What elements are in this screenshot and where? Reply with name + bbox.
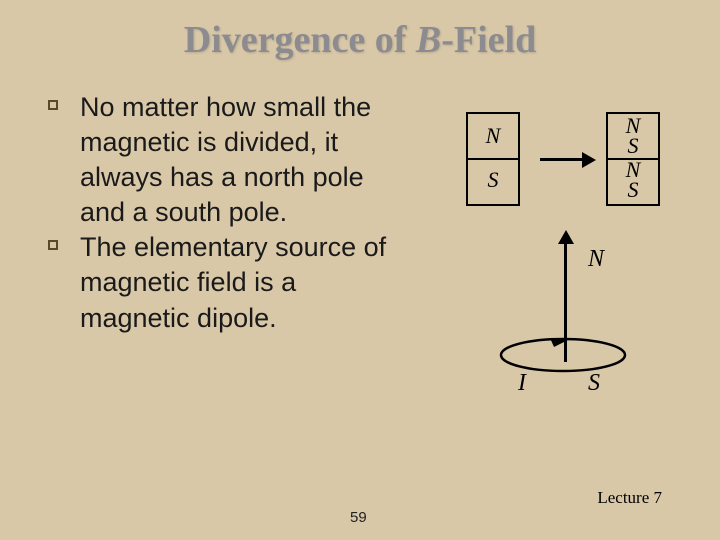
bullet-text: The elementary source of magnetic field … bbox=[80, 230, 408, 335]
title-b: B bbox=[416, 19, 441, 61]
bullet-item: The elementary source of magnetic field … bbox=[48, 230, 408, 335]
bullet-text: No matter how small the magnetic is divi… bbox=[80, 90, 408, 230]
loop-n-label: N bbox=[588, 246, 604, 273]
ns-top-s: S bbox=[608, 136, 658, 156]
loop-i-label: I bbox=[518, 370, 526, 397]
bullet-marker bbox=[48, 100, 58, 110]
text-column: No matter how small the magnetic is divi… bbox=[48, 90, 408, 336]
ns-bot-s: S bbox=[608, 180, 658, 200]
magnet-ns-top-box: N S bbox=[606, 112, 660, 160]
lecture-label: Lecture 7 bbox=[597, 488, 662, 508]
title-prefix: Divergence of bbox=[184, 19, 416, 61]
bullet-item: No matter how small the magnetic is divi… bbox=[48, 90, 408, 230]
page-number: 59 bbox=[350, 509, 367, 526]
slide-title: Divergence of B-Field bbox=[0, 0, 720, 62]
arrow-head bbox=[582, 152, 596, 168]
current-loop-ellipse bbox=[498, 336, 628, 374]
loop-s-label: S bbox=[588, 370, 600, 397]
magnet-s-box: S bbox=[466, 158, 520, 206]
magnet-n-box: N bbox=[466, 112, 520, 160]
title-suffix: -Field bbox=[441, 19, 536, 61]
arrow-line bbox=[540, 158, 582, 161]
diagram-column: N S N S N S N I S bbox=[408, 90, 680, 336]
bullet-marker bbox=[48, 240, 58, 250]
content-area: No matter how small the magnetic is divi… bbox=[0, 62, 720, 336]
magnet-ns-bot-box: N S bbox=[606, 158, 660, 206]
